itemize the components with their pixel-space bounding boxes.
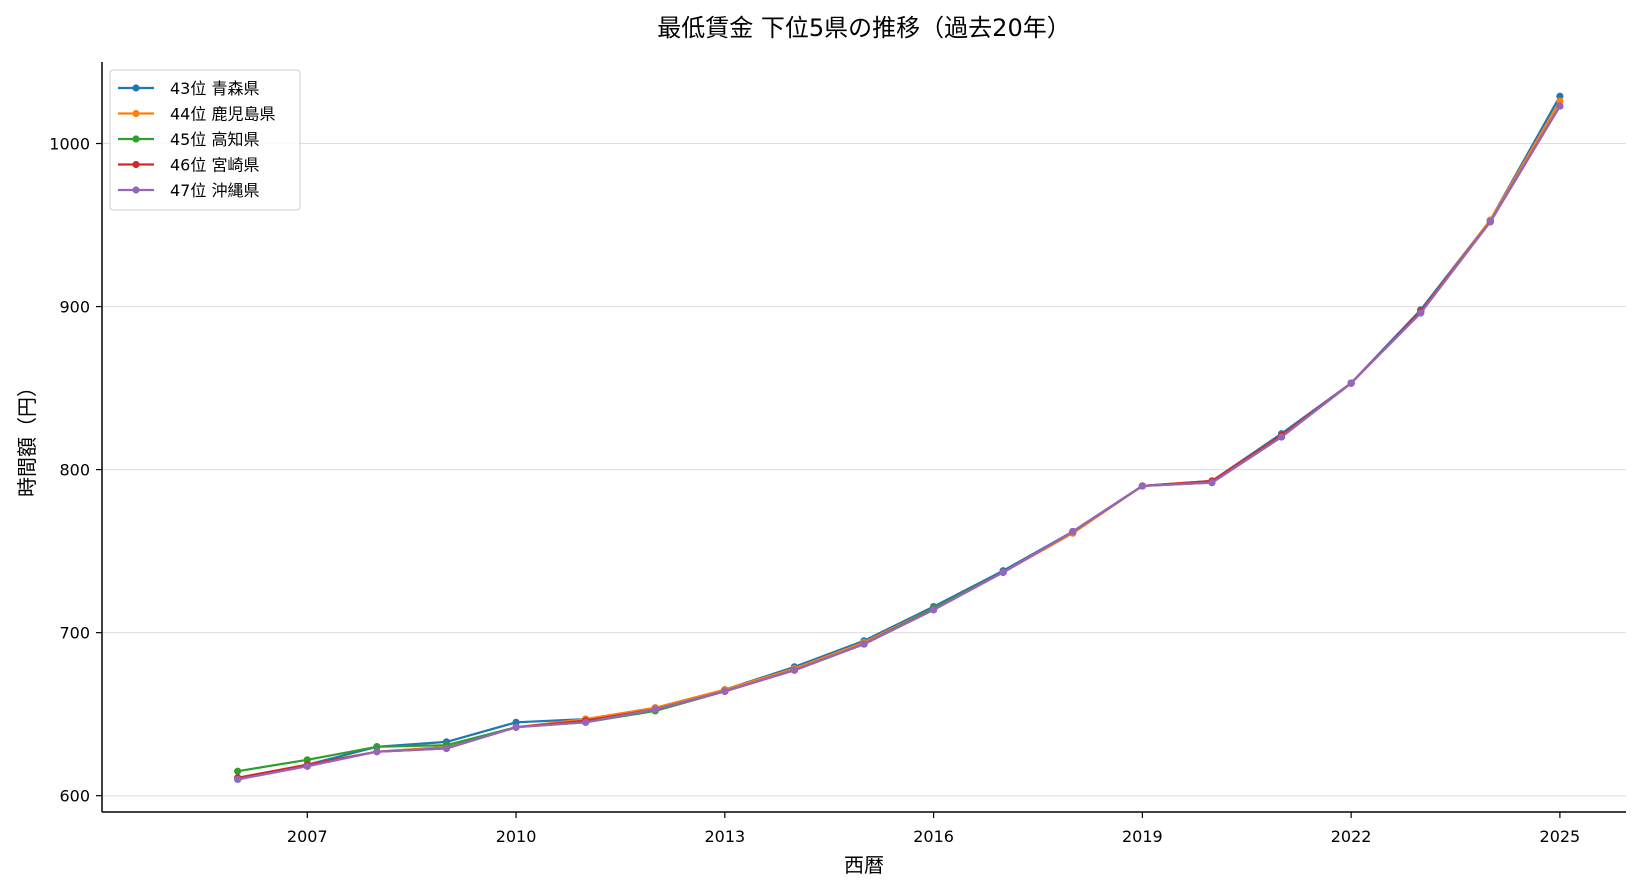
y-tick-label: 600 [59,787,90,806]
data-point [512,723,520,731]
legend-label: 45位 高知県 [170,130,259,149]
data-point [721,687,729,695]
series-line [237,100,1561,779]
data-point [1208,479,1216,487]
legend-item: 46位 宮崎県 [118,156,259,175]
legend-swatch-marker [132,84,140,92]
x-tick-label: 2013 [704,827,745,846]
legend-swatch-marker [132,135,140,143]
data-point [929,606,938,614]
series-line [237,105,1561,779]
y-tick-label: 800 [59,461,90,480]
x-tick-label: 2016 [913,827,954,846]
x-tick-label: 2025 [1540,827,1581,846]
x-ticks: 2007 2010 2013 2016 2019 2022 2025 [287,812,1580,846]
series-4 [234,102,1564,782]
y-ticks: 600 700 800 900 1000 [49,135,102,806]
grid-lines [102,143,1626,797]
data-point [1417,309,1425,317]
chart-title: 最低賃金 下位5県の推移（過去20年） [657,14,1070,42]
x-tick-label: 2022 [1331,827,1372,846]
legend-swatch-marker [132,109,140,118]
series-line [237,95,1561,781]
y-axis-label: 時間額（円） [15,377,39,497]
legend-item: 45位 高知県 [118,130,259,149]
y-tick-label: 1000 [49,135,90,154]
series-2 [234,97,1564,782]
data-point [1486,218,1494,226]
data-point [373,748,381,756]
data-point [234,775,242,783]
legend-label: 44位 鹿児島県 [170,105,275,124]
legend-label: 46位 宮崎県 [170,156,259,175]
data-point [651,705,659,713]
y-tick-label: 900 [59,298,90,317]
data-point [1347,379,1355,387]
x-axis-label: 西暦 [844,853,884,877]
legend-swatch-marker [132,160,140,169]
legend: 43位 青森県 44位 鹿児島県 45位 高知県 46位 宮崎県 47位 沖縄県 [109,69,301,211]
data-point [790,666,799,674]
legend-label: 47位 沖縄県 [170,181,259,200]
series-1 [234,92,1564,783]
y-tick-label: 700 [59,624,90,643]
legend-label: 43位 青森県 [170,79,259,98]
series-layer [234,92,1564,783]
data-point [442,744,451,753]
x-tick-label: 2019 [1122,827,1163,846]
data-point [582,718,590,726]
legend-item: 43位 青森県 [118,79,259,98]
legend-box [109,69,301,211]
legend-item: 44位 鹿児島県 [118,105,275,124]
data-point [1069,527,1077,536]
data-point [303,762,311,770]
data-point [860,640,868,648]
legend-item: 47位 沖縄県 [118,181,259,200]
x-tick-label: 2010 [496,827,537,846]
series-5 [234,102,1564,783]
series-line [237,105,1561,781]
data-point [1556,102,1564,110]
x-tick-label: 2007 [287,827,328,846]
data-point [234,767,242,775]
legend-swatch-marker [132,186,140,194]
axes [101,62,1626,813]
data-point [1277,433,1286,441]
data-point [999,568,1007,576]
series-3 [234,102,1564,775]
series-line [237,105,1561,773]
data-point [1138,482,1146,490]
